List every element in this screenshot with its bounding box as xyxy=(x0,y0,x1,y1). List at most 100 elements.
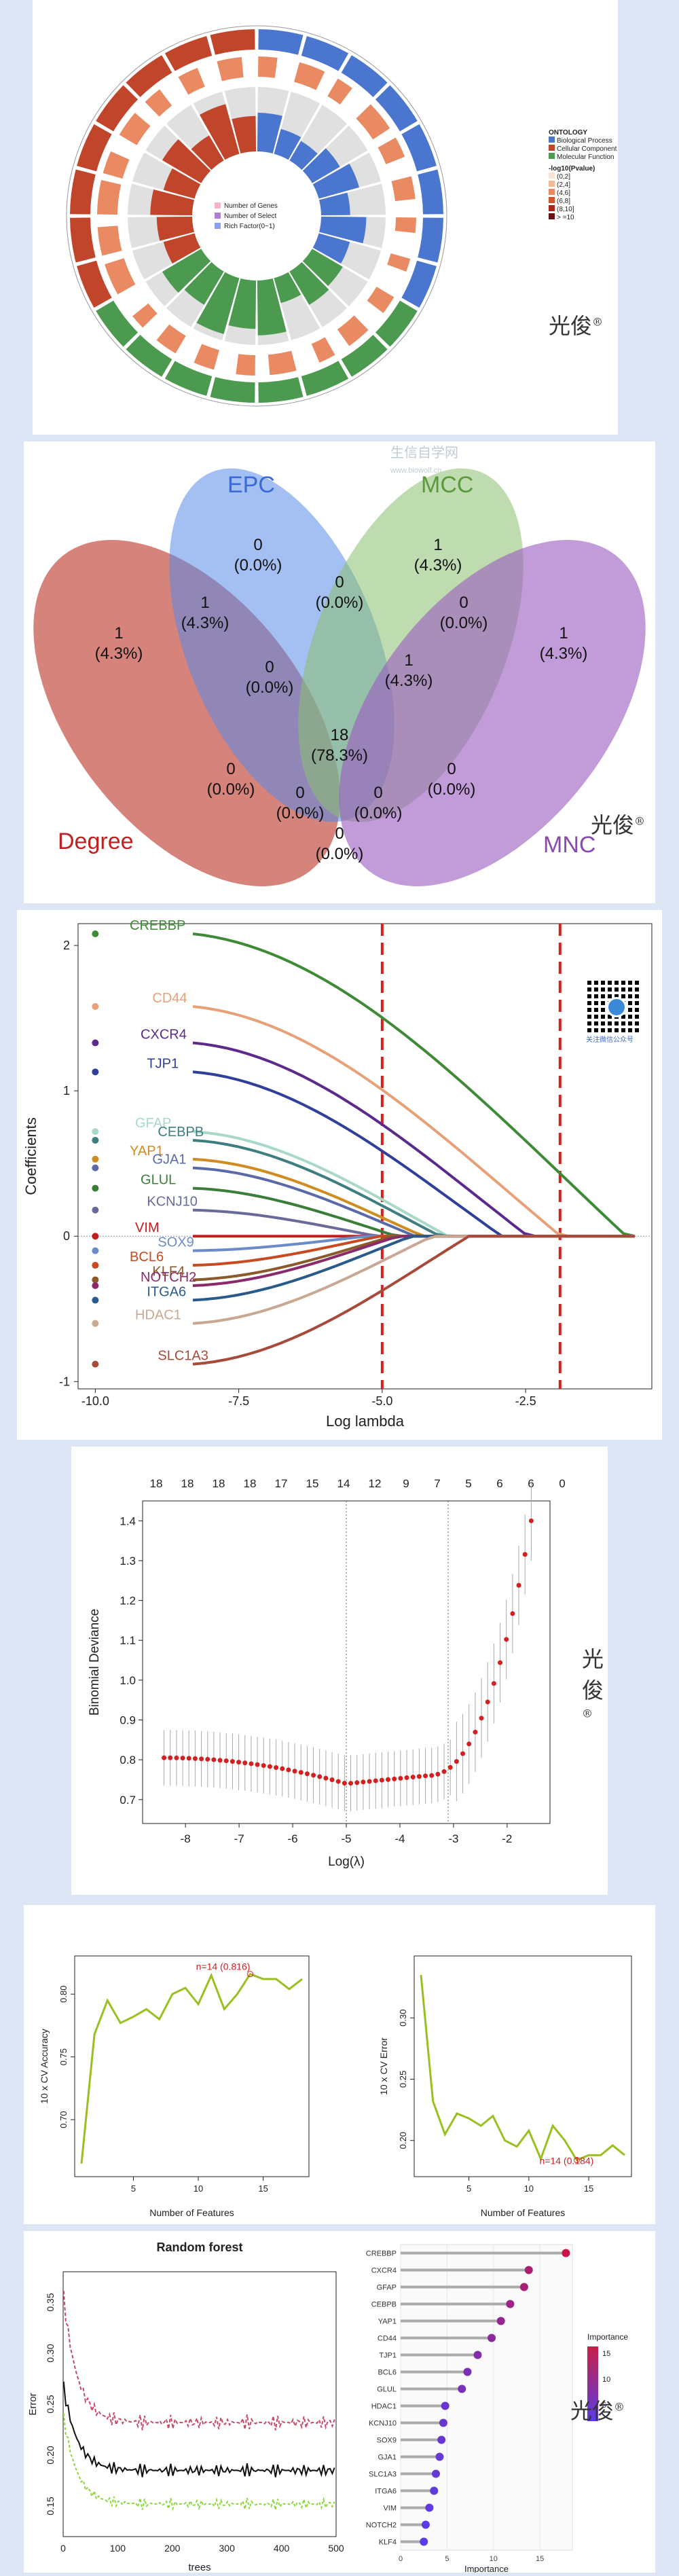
go-circle-plot: Number of Genes Number of Select Rich Fact… xyxy=(66,25,447,407)
legend-mf: Molecular Function xyxy=(557,153,614,161)
importance-gene-label: KLF4 xyxy=(379,2539,397,2547)
gene-label-SLC1A3: SLC1A3 xyxy=(158,1349,208,1364)
lasso-plot-frame xyxy=(77,923,653,1390)
cv-point xyxy=(292,1768,297,1774)
importance-point xyxy=(519,2283,528,2291)
legend-cc: Cellular Component xyxy=(557,145,617,153)
go-term-sector xyxy=(375,300,418,347)
cv-point xyxy=(361,1779,366,1785)
go-rich-bar xyxy=(199,104,240,160)
go-rich-bar xyxy=(289,261,329,305)
importance-frame xyxy=(400,2244,573,2551)
y-axis-title: Coefficients xyxy=(22,1117,39,1195)
x-tick-label: 10 xyxy=(194,2183,203,2194)
start-point-SLC1A3 xyxy=(92,1360,99,1368)
y-axis-title: Error xyxy=(27,2393,39,2415)
gene-label-CEBPB: CEBPB xyxy=(158,1125,204,1140)
cv-point xyxy=(460,1751,466,1756)
svm-panel: 5 10 15 0.70 0.75 0.80 Number of Features 10 x … xyxy=(24,1905,655,2224)
cv-point xyxy=(211,1757,217,1762)
start-point-GFAP xyxy=(92,1128,99,1136)
importance-point xyxy=(425,2503,434,2512)
cv-point xyxy=(249,1761,254,1766)
x-tick-label: -8 xyxy=(181,1832,191,1845)
go-gene-count-bar xyxy=(97,179,122,215)
nonzero-count-label: 6 xyxy=(496,1477,502,1490)
pv-0: (0,2] xyxy=(557,173,571,181)
cv-point xyxy=(516,1582,521,1588)
importance-legend-tick: 5 xyxy=(602,2401,606,2410)
cv-point xyxy=(447,1764,453,1770)
cv-point xyxy=(280,1766,285,1771)
cv-point xyxy=(298,1770,304,1775)
venn-diagram: EPC MCC Degree MNC 0 (0.0%) 1 (4.3%) 0 (… xyxy=(33,468,646,886)
cv-point xyxy=(261,1763,266,1768)
importance-point xyxy=(524,2266,533,2274)
cv-point xyxy=(410,1775,416,1780)
go-gene-count-bar xyxy=(103,151,130,179)
y-tick-label: 0.75 xyxy=(58,2048,69,2065)
watermark-logo-2: 光俊® xyxy=(591,812,646,838)
cv-point xyxy=(429,1773,435,1778)
rf-panel: Random forest 0 100 200 300 400 500 0.15 0.20 0.2… xyxy=(24,2231,655,2574)
x-tick-label: -3 xyxy=(448,1832,458,1845)
x-tick-label: 500 xyxy=(328,2543,344,2554)
gene-label-GJA1: GJA1 xyxy=(152,1153,186,1167)
cv-point xyxy=(323,1775,329,1781)
v-deg-epc-mcc-n: 0 xyxy=(265,658,274,676)
nonzero-count-label: 18 xyxy=(181,1477,194,1490)
x-tick-label: -5.0 xyxy=(371,1394,392,1408)
go-term-sector xyxy=(164,36,213,71)
venn-label-epc: EPC xyxy=(227,472,275,498)
go-gene-count-bar xyxy=(311,337,335,363)
cv-point xyxy=(398,1775,403,1781)
go-gene-count-bar xyxy=(356,104,390,140)
importance-point xyxy=(430,2486,439,2495)
cv-point xyxy=(329,1777,335,1783)
cv-point xyxy=(416,1774,422,1779)
importance-x-tick: 10 xyxy=(490,2555,498,2563)
go-term-sector xyxy=(96,85,139,132)
importance-gene-label: YAP1 xyxy=(378,2318,397,2326)
venn-label-mcc: MCC xyxy=(421,472,473,498)
importance-gene-label: VIM xyxy=(383,2505,397,2513)
y-tick-label: 1.4 xyxy=(120,1514,136,1527)
cv-point xyxy=(485,1699,490,1705)
ontology-title: ONTOLOGY xyxy=(549,129,588,137)
go-term-sector xyxy=(96,300,139,347)
cv-point xyxy=(242,1760,248,1766)
coef-path-BCL6 xyxy=(192,1235,635,1267)
center-legend-label: Number of Select xyxy=(224,213,276,220)
v-deg-mcc-n: 0 xyxy=(226,760,235,778)
cv-point xyxy=(205,1756,210,1762)
v-mnc-only-p: (4.3%) xyxy=(540,645,588,663)
go-term-sector xyxy=(418,217,443,263)
v-deg-mcc-mnc-p: (0.0%) xyxy=(354,804,403,822)
go-term-sector xyxy=(258,377,304,403)
coef-path-TJP1 xyxy=(192,1070,635,1238)
rf-frame xyxy=(62,2271,337,2537)
cv-point xyxy=(473,1729,478,1735)
venn-label-degree: Degree xyxy=(58,829,134,854)
svm-rfe-charts: 5 10 15 0.70 0.75 0.80 Number of Features 10 x … xyxy=(39,1955,632,2218)
start-point-CXCR4 xyxy=(92,1039,99,1047)
cv-point xyxy=(223,1758,229,1764)
v-all-n: 18 xyxy=(331,726,349,744)
go-term-sector xyxy=(341,334,388,377)
go-rich-bar xyxy=(274,128,301,160)
go-rich-bar xyxy=(319,192,350,216)
go-rich-bar xyxy=(163,168,201,199)
go-gene-count-bar xyxy=(145,89,172,117)
cv-point xyxy=(286,1767,291,1773)
v-deg-epc-p: (4.3%) xyxy=(181,614,230,632)
coef-path-CD44 xyxy=(192,1005,635,1238)
importance-gene-label: GFAP xyxy=(377,2284,397,2292)
venn-mnc xyxy=(339,540,646,886)
importance-point xyxy=(496,2317,505,2325)
importance-gene-label: TJP1 xyxy=(379,2352,397,2360)
start-point-ITGA6 xyxy=(92,1296,99,1304)
go-rich-bar xyxy=(257,278,287,335)
go-term-sector xyxy=(401,260,437,308)
importance-point xyxy=(506,2300,515,2308)
go-term-sector xyxy=(418,169,443,215)
